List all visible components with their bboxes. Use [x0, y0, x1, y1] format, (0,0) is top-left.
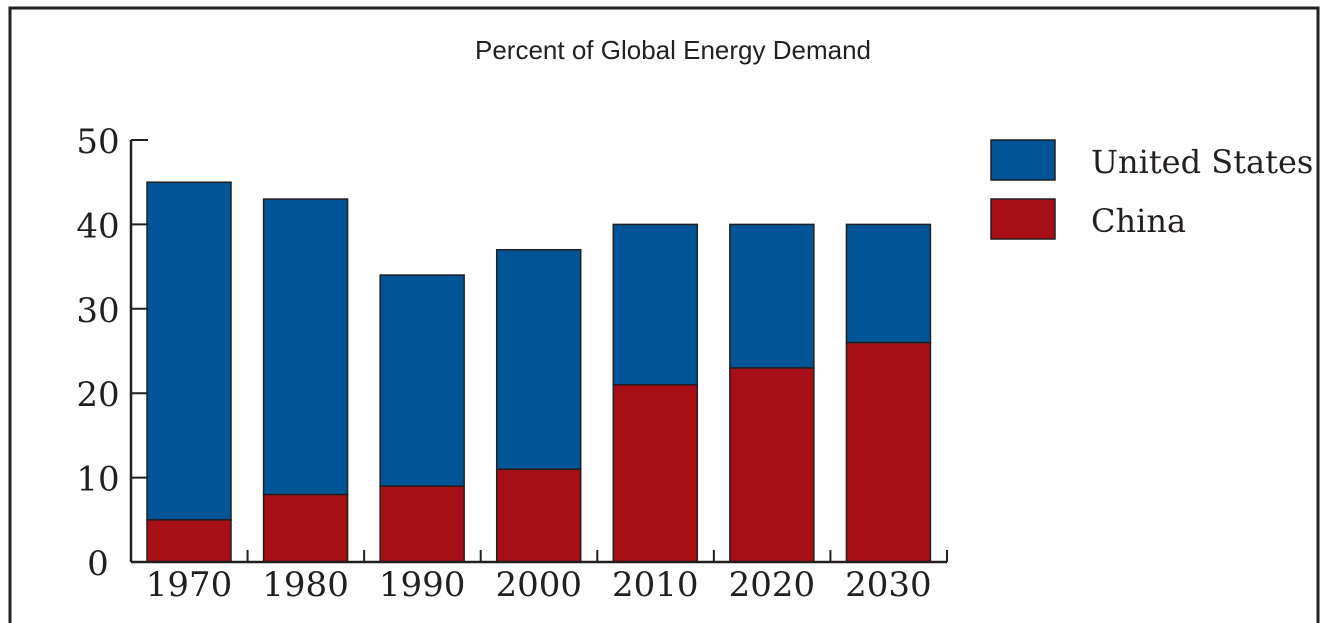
bar-china-2020	[729, 367, 815, 563]
x-tick-label: 2020	[729, 565, 816, 605]
bar-united-states-2030	[845, 223, 932, 344]
y-tick-label: 40	[76, 206, 119, 246]
x-tick-labels: 1970 1980 1990 2000 2010 2020 2030	[146, 565, 932, 605]
y-tick-label: 20	[76, 375, 119, 415]
y-tick-label: 50	[76, 122, 119, 162]
legend-swatch-united-states	[990, 139, 1056, 181]
legend-swatch-china	[990, 198, 1056, 240]
bar-china-1990	[379, 485, 465, 563]
bar-china-2030	[845, 341, 932, 563]
chart-border	[8, 6, 1320, 623]
chart-title: Percent of Global Energy Demand	[475, 35, 871, 65]
x-tick-label: 2010	[612, 565, 699, 605]
legend-label-united-states: United States	[1091, 143, 1313, 181]
bar-united-states-2020	[729, 223, 815, 369]
y-tick-label: 0	[87, 544, 109, 584]
bar-china-2010	[612, 384, 699, 563]
axes-group	[129, 139, 948, 564]
y-tick-label: 10	[76, 460, 119, 500]
bar-united-states-1990	[379, 274, 465, 487]
bar-united-states-2000	[495, 248, 582, 470]
x-tick-label: 2000	[495, 565, 582, 605]
x-tick-label: 1990	[379, 565, 466, 605]
bar-united-states-1970	[146, 181, 232, 521]
bar-united-states-2010	[612, 223, 699, 386]
y-tick-labels: 0 10 20 30 40 50	[76, 122, 119, 584]
bar-united-states-1980	[262, 198, 349, 496]
bar-china-1980	[262, 493, 349, 563]
x-tick-label: 2030	[845, 565, 932, 605]
x-tick-label: 1980	[262, 565, 349, 605]
bar-china-2000	[495, 468, 582, 563]
x-tick-label: 1970	[146, 565, 233, 605]
legend-label-china: China	[1091, 202, 1186, 240]
bars-group	[146, 181, 932, 563]
bar-china-1970	[146, 519, 232, 563]
legend: United States China	[990, 139, 1313, 240]
y-tick-label: 30	[76, 291, 119, 331]
